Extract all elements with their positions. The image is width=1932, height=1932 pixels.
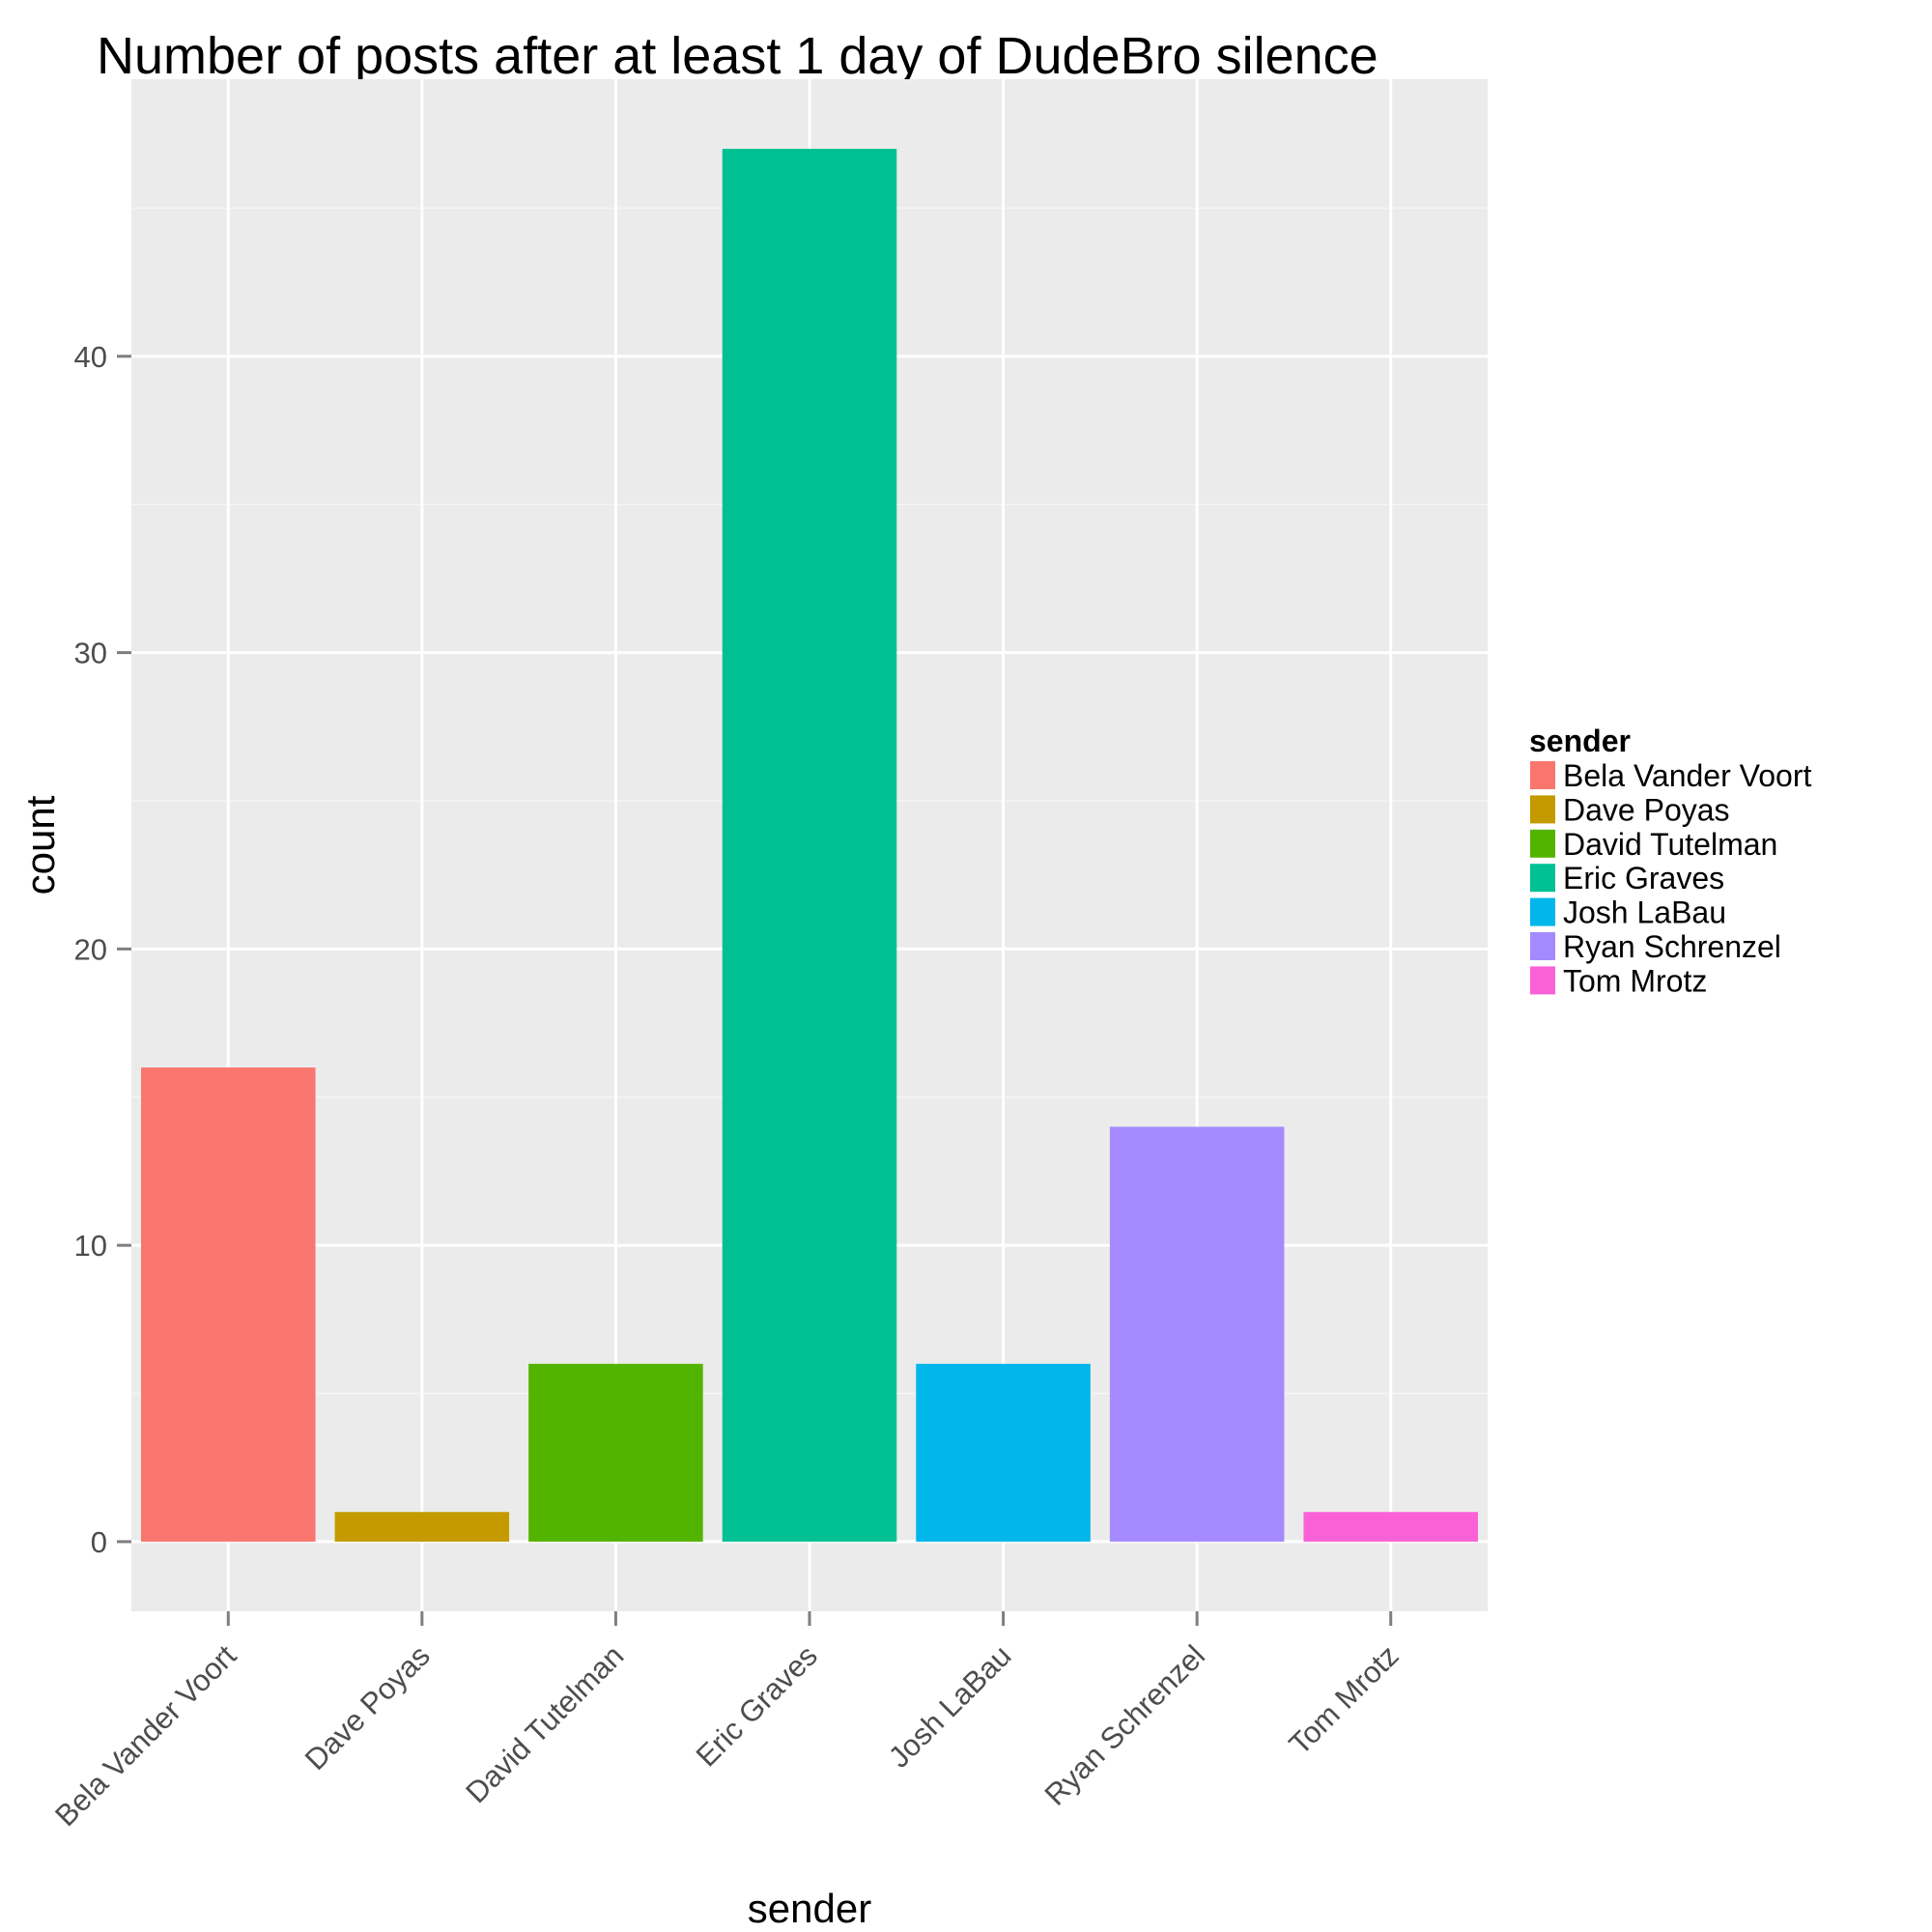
x-tick-label: Dave Poyas xyxy=(298,1638,437,1776)
y-tick-label: 10 xyxy=(74,1229,107,1263)
x-axis: Bela Vander Voort Dave Poyas David Tutelma… xyxy=(48,1611,1406,1833)
y-tick-label: 40 xyxy=(74,340,107,374)
chart-title: Number of posts after at least 1 day of … xyxy=(97,27,1378,85)
legend-label: Bela Vander Voort xyxy=(1563,758,1811,793)
bar xyxy=(1109,1126,1285,1542)
y-tick-label: 30 xyxy=(74,637,107,670)
legend-key xyxy=(1528,895,1557,928)
legend-label: Dave Poyas xyxy=(1563,792,1730,827)
legend-label: Eric Graves xyxy=(1563,861,1724,895)
bars xyxy=(141,149,1478,1542)
x-tick-label: Ryan Schrenzel xyxy=(1038,1638,1211,1811)
legend-key xyxy=(1528,964,1557,997)
bar xyxy=(916,1363,1091,1542)
bar xyxy=(722,149,897,1542)
legend-label: Josh LaBau xyxy=(1563,895,1726,930)
bar xyxy=(528,1363,703,1542)
bar xyxy=(334,1512,510,1542)
x-tick-label: Eric Graves xyxy=(690,1638,824,1773)
legend-key xyxy=(1528,930,1557,962)
legend-title: sender xyxy=(1529,724,1631,758)
y-tick-label: 20 xyxy=(74,932,107,966)
legend-key xyxy=(1528,793,1557,826)
x-tick-label: Bela Vander Voort xyxy=(48,1638,242,1833)
legend-label: Ryan Schrenzel xyxy=(1563,929,1781,964)
legend-key xyxy=(1528,862,1557,895)
x-axis-title: sender xyxy=(748,1886,871,1931)
legend-key xyxy=(1528,759,1557,791)
y-axis-title: count xyxy=(17,795,63,895)
legend-key xyxy=(1528,827,1557,860)
bar xyxy=(1303,1512,1478,1542)
y-axis: 0 10 20 30 40 xyxy=(74,340,131,1559)
x-tick-label: Tom Mrotz xyxy=(1283,1638,1406,1761)
legend-label: Tom Mrotz xyxy=(1563,963,1707,998)
x-tick-label: David Tutelman xyxy=(459,1638,630,1809)
legend-label: David Tutelman xyxy=(1563,827,1777,862)
bar xyxy=(141,1067,316,1542)
y-tick-label: 0 xyxy=(91,1525,107,1559)
x-tick-label: Josh LaBau xyxy=(882,1638,1018,1775)
